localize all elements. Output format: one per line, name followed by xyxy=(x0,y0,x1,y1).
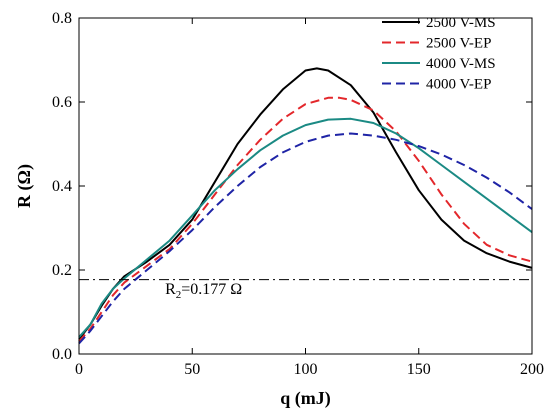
series-layer xyxy=(78,67,533,345)
series-line-4 xyxy=(78,132,533,345)
reference-label-sub: 2 xyxy=(176,289,182,301)
x-tick-label: 0 xyxy=(75,361,83,378)
x-tick-label: 150 xyxy=(407,361,431,378)
x-tick-label: 50 xyxy=(184,361,200,378)
y-tick-label: 0.0 xyxy=(52,346,72,363)
x-axis-title: q (mJ) xyxy=(280,388,331,409)
y-tick-label: 0.8 xyxy=(52,10,72,27)
series-line-2 xyxy=(78,96,533,343)
y-tick-label: 0.6 xyxy=(52,94,72,111)
x-tick-label: 200 xyxy=(520,361,544,378)
reference-layer: R2=0.177 Ω xyxy=(79,279,532,301)
legend-label-4: 4000 V-EP xyxy=(426,77,491,93)
legend-label-1: 2500 V-MS xyxy=(426,15,496,31)
reference-label-value: =0.177 Ω xyxy=(181,281,242,298)
y-tick-label: 0.4 xyxy=(52,178,72,195)
reference-label-main: R xyxy=(165,281,176,298)
y-tick-label: 0.2 xyxy=(52,262,72,279)
series-line-3 xyxy=(78,117,533,338)
series-line-1 xyxy=(78,67,533,340)
legend-label-3: 4000 V-MS xyxy=(426,56,496,72)
ticks-layer: 0 50 100 150 200 0.0 0.2 0.4 0.6 0.8 xyxy=(52,10,544,378)
reference-label: R2=0.177 Ω xyxy=(165,281,242,301)
y-axis-title: R (Ω) xyxy=(14,164,35,208)
legend: 2500 V-MS 2500 V-EP 4000 V-MS 4000 V-EP xyxy=(382,15,496,93)
x-tick-label: 100 xyxy=(294,361,318,378)
legend-label-2: 2500 V-EP xyxy=(426,36,491,52)
